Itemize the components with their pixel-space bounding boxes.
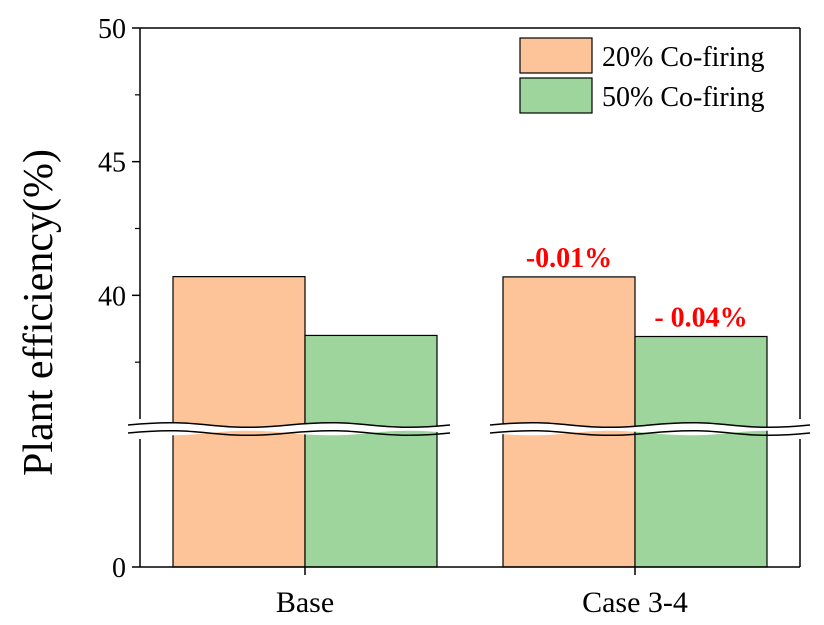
y-axis-title: Plant efficiency(%) (16, 149, 62, 476)
axes (132, 27, 801, 575)
data-label-2: - 0.04% (654, 303, 747, 334)
bar-base-series-1 (172, 276, 306, 568)
y-tick-label-45: 45 (98, 148, 126, 179)
bar-case-3-4-series-2 (634, 335, 768, 568)
axis-break-line-upper-2 (489, 421, 811, 429)
data-label-1: -0.01% (526, 243, 612, 274)
y-tick-label-0: 0 (112, 553, 126, 584)
legend-swatch-1 (519, 37, 593, 74)
y-tick-label-40: 40 (98, 281, 126, 312)
legend-label-2: 50% Co-firing (602, 82, 765, 113)
legend: 20% Co-firing 50% Co-firing (519, 37, 765, 114)
x-tick-label-base: Base (276, 586, 334, 619)
axis-break-line-lower-1 (127, 429, 451, 437)
bar-base-series-2 (304, 334, 438, 568)
axis-break-line-lower-2 (489, 429, 811, 437)
labels-layer: 0 40 45 50 Base Case 3-4 Plant efficiency(%) -0… (16, 14, 748, 619)
legend-swatch-2 (519, 77, 593, 114)
axis-break (127, 421, 811, 437)
axis-break-band-2 (490, 422, 810, 436)
bar-case-3-4-series-1 (502, 276, 636, 568)
axis-break-line-upper-1 (127, 421, 451, 429)
x-tick-label-case-3-4: Case 3-4 (582, 586, 688, 619)
axis-break-band-1 (128, 422, 450, 436)
bars-layer (172, 276, 768, 568)
legend-label-1: 20% Co-firing (602, 42, 765, 73)
y-tick-label-50: 50 (98, 14, 126, 45)
